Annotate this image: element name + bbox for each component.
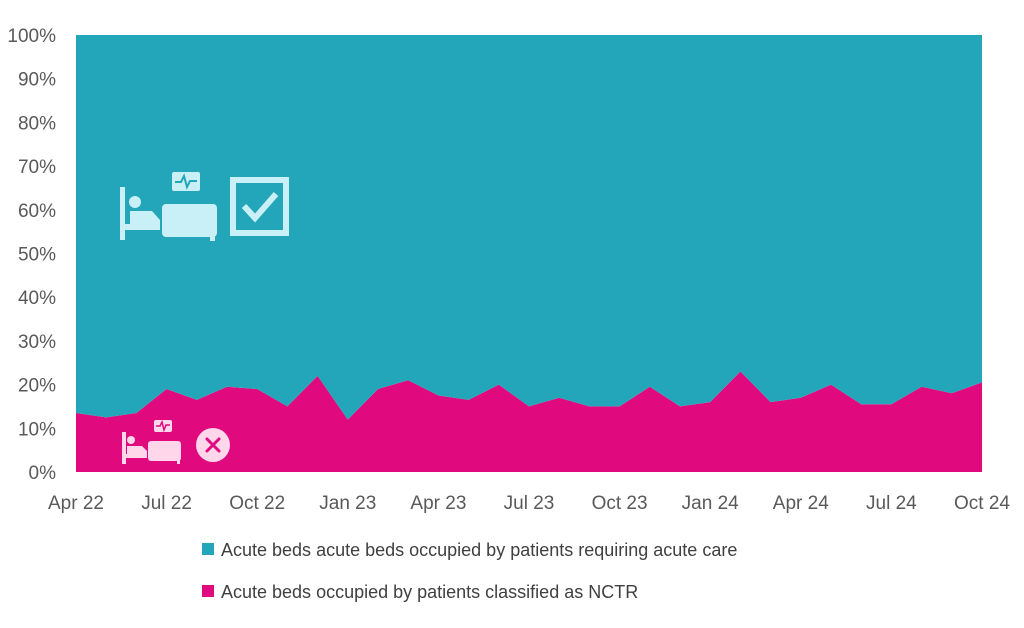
x-tick-label: Oct 22 [229,493,285,514]
x-axis: Apr 22 Jul 22 Oct 22 Jan 23 Apr 23 Jul 23 Oct … [48,493,1010,514]
area-series-group [76,35,982,472]
legend: Acute beds acute beds occupied by patien… [202,540,737,602]
y-tick-label: 90% [18,70,56,91]
legend-swatch-nctr [202,585,214,597]
x-tick-label: Jan 24 [682,493,739,514]
x-tick-label: Jan 23 [319,493,376,514]
y-tick-label: 20% [18,376,56,397]
x-tick-label: Oct 24 [954,493,1010,514]
y-tick-label: 70% [18,157,56,178]
legend-label-nctr: Acute beds occupied by patients classifi… [221,582,638,602]
area-series-0 [76,371,982,472]
legend-item-nctr: Acute beds occupied by patients classifi… [202,582,638,602]
y-tick-label: 80% [18,113,56,134]
y-tick-label: 0% [29,463,57,484]
legend-label-acute-care: Acute beds acute beds occupied by patien… [221,540,737,560]
y-tick-label: 40% [18,288,56,309]
area-series-1 [76,35,982,420]
y-tick-label: 100% [7,26,56,47]
x-tick-label: Apr 22 [48,493,104,514]
x-tick-label: Jul 23 [504,493,555,514]
y-tick-label: 60% [18,201,56,222]
x-tick-label: Jul 22 [141,493,192,514]
y-tick-label: 30% [18,332,56,353]
bed-monitor-cross-icon [122,419,230,464]
y-axis: 0% 10% 20% 30% 40% 50% 60% 70% 80% 90% 100% [7,26,56,484]
y-tick-label: 10% [18,419,56,440]
x-tick-label: Jul 24 [866,493,917,514]
y-tick-label: 50% [18,245,56,266]
x-tick-label: Apr 23 [410,493,466,514]
bed-monitor-check-icon [120,172,289,241]
legend-swatch-acute-care [202,543,214,555]
legend-item-acute-care: Acute beds acute beds occupied by patien… [202,540,737,560]
x-tick-label: Apr 24 [773,493,829,514]
x-tick-label: Oct 23 [592,493,648,514]
